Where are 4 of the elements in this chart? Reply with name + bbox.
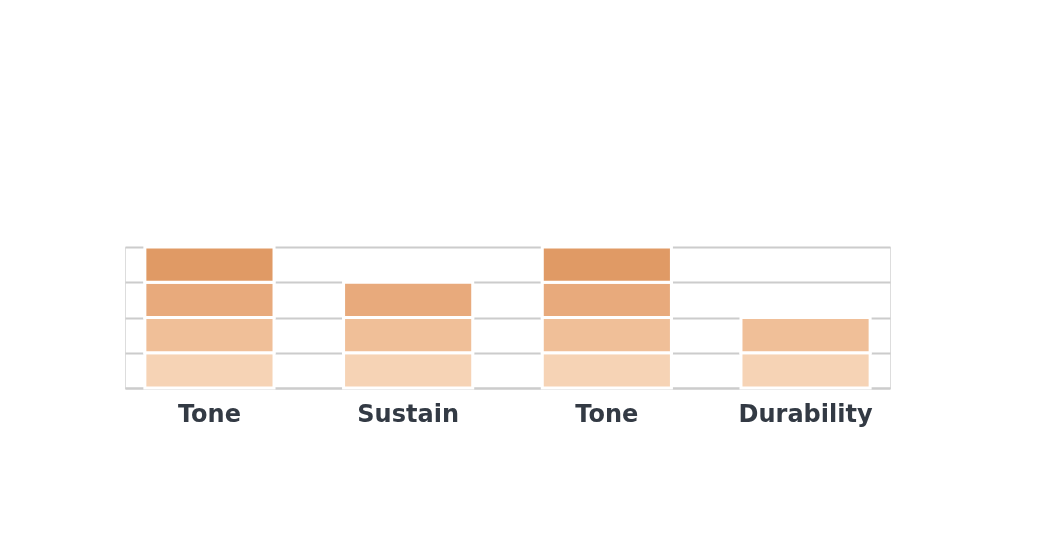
x-tick-label: Durability — [738, 399, 873, 428]
x-tick-label: Tone — [575, 399, 639, 428]
x-tick-label: Tone — [177, 399, 241, 428]
x-tick-label: Sustain — [357, 399, 459, 428]
